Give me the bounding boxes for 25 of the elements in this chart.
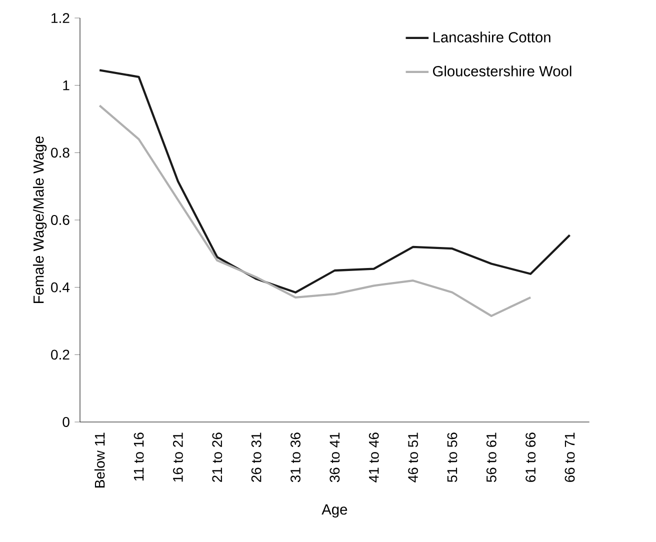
legend-label: Gloucestershire Wool bbox=[433, 66, 572, 76]
x-axis-title: Age bbox=[322, 504, 348, 518]
x-tick-label: 11 to 16 bbox=[134, 432, 144, 481]
x-tick-label: 36 to 41 bbox=[330, 432, 340, 482]
y-tick-label: 0.8 bbox=[51, 148, 70, 158]
y-axis-title: Female Wage/Male Wage bbox=[33, 136, 47, 304]
y-tick-label: 1.2 bbox=[52, 13, 70, 23]
y-tick-label: 0.4 bbox=[51, 282, 70, 292]
y-tick-label: 0.6 bbox=[51, 215, 70, 225]
x-tick-label: 51 to 56 bbox=[447, 432, 458, 482]
x-tick-label: 26 to 31 bbox=[251, 432, 262, 482]
x-tick-label: 61 to 66 bbox=[526, 432, 536, 482]
x-tick-label: 46 to 51 bbox=[408, 432, 418, 482]
x-tick-label: 16 to 21 bbox=[173, 432, 183, 482]
x-tick-label: 66 to 71 bbox=[564, 432, 575, 482]
legend-label: Lancashire Cotton bbox=[433, 32, 550, 42]
line-series bbox=[98, 104, 532, 318]
x-tick-label: Below 11 bbox=[94, 432, 105, 488]
x-tick-label: 56 to 61 bbox=[486, 432, 496, 482]
y-tick-label: 0 bbox=[62, 417, 70, 427]
y-tick-label: 1 bbox=[63, 80, 70, 90]
y-tick-label: 0.2 bbox=[51, 350, 70, 360]
x-tick-label: 41 to 46 bbox=[368, 432, 379, 482]
x-tick-label: 31 to 36 bbox=[290, 432, 300, 482]
x-tick-label: 21 to 26 bbox=[212, 432, 222, 482]
